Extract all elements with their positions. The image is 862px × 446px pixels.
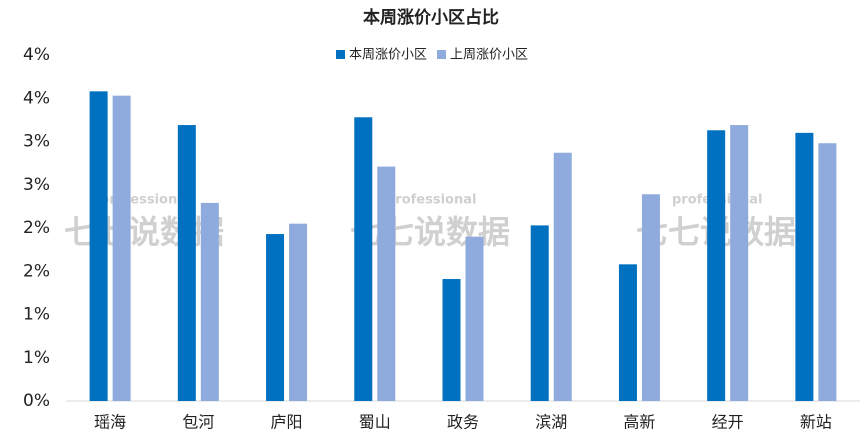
y-tick-label: 1% xyxy=(23,348,50,368)
watermark-brand: 七七说数据 xyxy=(64,213,224,251)
bar xyxy=(377,166,396,401)
y-tick-label: 3% xyxy=(23,132,50,152)
x-tick-label: 蜀山 xyxy=(359,413,391,432)
bar xyxy=(707,130,726,401)
watermark-brand: 七七说数据 xyxy=(350,213,510,251)
bar xyxy=(442,279,461,401)
watermark-tag: professional xyxy=(386,193,476,208)
y-tick-label: 2% xyxy=(23,218,50,238)
bar xyxy=(177,125,196,401)
x-tick-label: 包河 xyxy=(182,413,214,432)
x-tick-label: 庐阳 xyxy=(271,413,303,432)
x-tick-label: 高新 xyxy=(623,413,655,432)
bar xyxy=(200,202,219,401)
bar xyxy=(89,91,108,401)
y-tick-label: 2% xyxy=(23,261,50,281)
bar xyxy=(289,223,308,401)
bar xyxy=(818,143,837,402)
y-tick-label: 4% xyxy=(23,45,50,65)
legend-label: 上周涨价小区 xyxy=(450,48,528,63)
bar xyxy=(730,125,749,401)
bar xyxy=(530,225,549,401)
bar xyxy=(641,194,660,401)
legend-swatch xyxy=(336,50,345,59)
y-tick-label: 3% xyxy=(23,175,50,195)
y-tick-label: 4% xyxy=(23,88,50,108)
x-tick-label: 滨湖 xyxy=(535,413,567,432)
bar xyxy=(618,264,637,401)
x-tick-label: 瑶海 xyxy=(94,413,126,432)
x-tick-label: 新站 xyxy=(800,413,832,432)
x-tick-label: 政务 xyxy=(447,413,479,432)
legend-label: 本周涨价小区 xyxy=(349,48,427,63)
bar xyxy=(112,95,131,401)
bar xyxy=(553,152,572,401)
bar xyxy=(354,117,373,401)
bar xyxy=(266,234,285,401)
y-tick-label: 1% xyxy=(23,305,50,325)
y-tick-label: 0% xyxy=(23,391,50,411)
x-tick-label: 经开 xyxy=(712,413,744,432)
bar xyxy=(465,236,484,401)
bar xyxy=(795,132,814,401)
chart-title: 本周涨价小区占比 xyxy=(363,7,499,28)
legend-swatch xyxy=(437,50,447,59)
